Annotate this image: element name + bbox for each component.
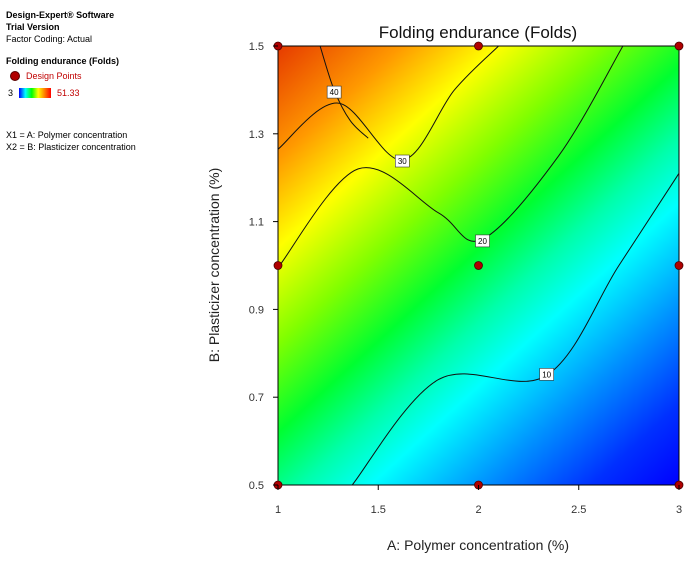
color-gradient-bar bbox=[19, 88, 52, 98]
contour-label-10: 10 bbox=[539, 368, 554, 381]
design-point bbox=[674, 41, 684, 51]
design-points-legend: Design Points bbox=[6, 70, 196, 82]
y-tick-label: 1.3 bbox=[249, 129, 264, 141]
factor-coding: Factor Coding: Actual bbox=[6, 34, 93, 44]
design-point bbox=[474, 41, 483, 51]
design-point bbox=[674, 261, 684, 270]
info-panel: Design-Expert® Software Trial Version Fa… bbox=[6, 9, 196, 153]
svg-text:10: 10 bbox=[542, 370, 551, 379]
design-point bbox=[474, 261, 483, 270]
design-point bbox=[273, 261, 283, 270]
response-title: Folding endurance (Folds) bbox=[6, 56, 119, 66]
y-tick-label: 0.7 bbox=[249, 392, 264, 404]
y-tick-label: 0.9 bbox=[249, 304, 264, 316]
scale-max: 51.33 bbox=[57, 88, 80, 98]
factor-coding-x1: X1 = A: Polymer concentration bbox=[6, 130, 128, 140]
x-tick-label: 1 bbox=[275, 504, 281, 516]
y-tick-label: 1.1 bbox=[249, 217, 264, 229]
scale-min: 3 bbox=[8, 88, 14, 98]
y-tick-label: 1.5 bbox=[249, 41, 264, 53]
contour-labels: 40 30 20 10 bbox=[326, 85, 554, 381]
x-tick-label: 1.5 bbox=[371, 504, 386, 516]
x-tick-label: 2 bbox=[475, 504, 481, 516]
chart-title: Folding endurance (Folds) bbox=[379, 23, 577, 42]
svg-text:40: 40 bbox=[330, 88, 339, 97]
x-axis-ticks: 1 1.5 2 2.5 3 bbox=[275, 485, 682, 516]
factor-coding-list: X1 = A: Polymer concentration X2 = B: Pl… bbox=[6, 129, 196, 153]
design-points-label: Design Points bbox=[26, 71, 82, 81]
y-axis-title: B: Plasticizer concentration (%) bbox=[206, 168, 222, 363]
factor-coding-x2: X2 = B: Plasticizer concentration bbox=[6, 142, 136, 152]
contour-label-40: 40 bbox=[326, 85, 342, 99]
y-tick-label: 0.5 bbox=[249, 480, 264, 492]
software-edition: Trial Version bbox=[6, 22, 60, 32]
x-axis-title: A: Polymer concentration (%) bbox=[387, 537, 569, 553]
contour-label-30: 30 bbox=[395, 154, 410, 168]
design-point-icon bbox=[10, 71, 20, 81]
svg-text:30: 30 bbox=[398, 157, 407, 166]
contour-line-40 bbox=[319, 45, 369, 139]
y-axis-ticks: 0.5 0.7 0.9 1.1 1.3 1.5 bbox=[249, 41, 278, 492]
svg-text:20: 20 bbox=[478, 237, 487, 246]
contour-line-20 bbox=[277, 45, 624, 269]
x-tick-label: 2.5 bbox=[571, 504, 586, 516]
x-tick-label: 3 bbox=[676, 504, 682, 516]
contour-label-20: 20 bbox=[475, 234, 490, 248]
software-name: Design-Expert® Software bbox=[6, 10, 115, 20]
color-scale: 3 51.33 bbox=[6, 87, 196, 99]
